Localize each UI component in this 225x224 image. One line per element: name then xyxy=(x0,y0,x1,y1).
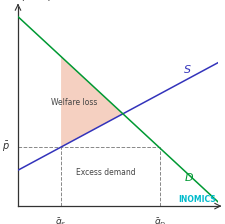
Text: Welfare loss: Welfare loss xyxy=(51,98,97,107)
Text: D: D xyxy=(184,172,193,183)
Text: $\bar{q}_D$: $\bar{q}_D$ xyxy=(154,216,166,224)
Polygon shape xyxy=(61,56,123,147)
Text: $\bar{p}$: $\bar{p}$ xyxy=(2,140,10,154)
Text: INOMICS: INOMICS xyxy=(179,195,216,204)
Text: S: S xyxy=(184,65,191,75)
Text: $\bar{q}_S$: $\bar{q}_S$ xyxy=(55,216,67,224)
Text: price p: price p xyxy=(22,0,53,1)
Text: Excess demand: Excess demand xyxy=(76,168,136,177)
